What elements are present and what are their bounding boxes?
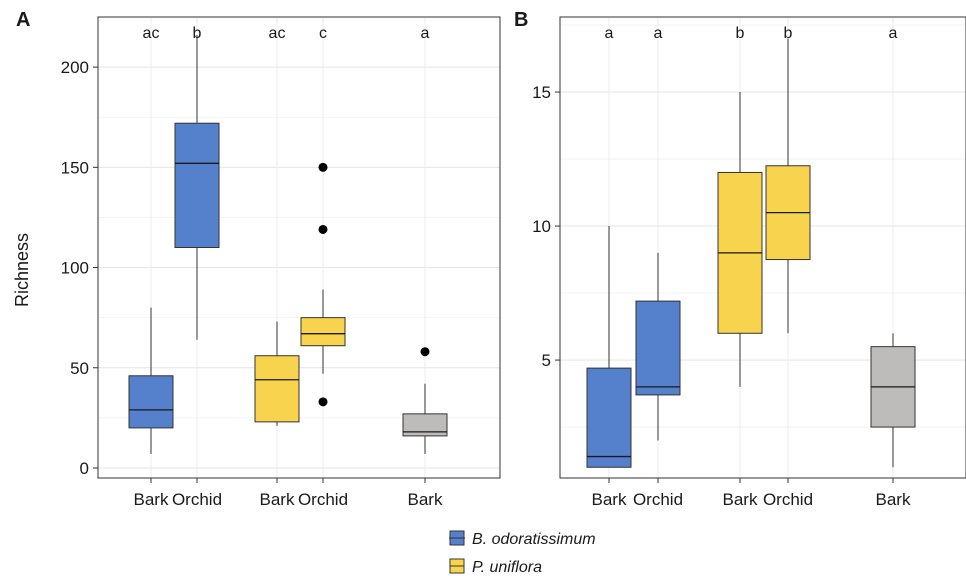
panel-letter-b: B [514,9,528,31]
x-tick-label: Bark [592,490,627,509]
y-tick-label: 10 [532,217,551,236]
y-tick-label: 150 [61,158,89,177]
x-tick-label: Bark [876,490,911,509]
panel-a-frame [97,16,501,479]
x-tick-label: Bark [134,490,169,509]
outlier-point [420,347,430,357]
y-tick-label: 200 [61,58,89,77]
x-tick-label: Bark [260,490,295,509]
panel-b-plot: 5 10 15 Bark Orchid Bark Orchid Bark a a b b a [532,16,966,509]
box [635,300,681,396]
x-tick-label: Orchid [763,490,813,509]
x-tick-label: Bark [723,490,758,509]
panel-b-y-ticks: 5 10 15 [532,83,560,370]
panel-b-boxes [586,38,916,468]
panel-b-frame [559,16,966,479]
y-tick-label: 15 [532,83,551,102]
outlier-point [318,224,328,234]
significance-letter: a [654,25,663,42]
significance-letter: ac [269,25,286,42]
box [300,317,346,347]
box [254,355,300,423]
x-tick-label: Orchid [633,490,683,509]
significance-letter: b [736,25,745,42]
legend: B. odoratissimum P. uniflora [449,530,596,576]
y-tick-label: 5 [542,351,551,370]
panel-a-y-axis-title: Richness [12,233,32,307]
y-tick-label: 0 [80,459,89,478]
box [128,375,174,429]
outlier-point [318,162,328,172]
x-tick-label: Orchid [298,490,348,509]
box [174,122,220,248]
y-tick-label: 50 [70,359,89,378]
panel-a-y-ticks: 0 50 100 150 200 [61,58,98,478]
panel-a-significance-letters: ac b ac c a [143,25,430,42]
significance-letter: b [193,25,202,42]
significance-letter: a [889,25,898,42]
significance-letter: b [784,25,793,42]
x-tick-label: Bark [408,490,443,509]
y-tick-label: 100 [61,259,89,278]
significance-letter: ac [143,25,160,42]
significance-letter: a [605,25,614,42]
panel-b-x-ticks: Bark Orchid Bark Orchid Bark [592,478,911,509]
legend-entry-p-uniflora: P. uniflora [449,558,542,576]
box [402,413,448,437]
significance-letter: a [421,25,430,42]
legend-label-b-odoratissimum: B. odoratissimum [472,531,596,548]
legend-entry-b-odoratissimum: B. odoratissimum [449,530,596,548]
panel-a-boxes [128,35,448,454]
box [586,367,632,468]
outlier-point [318,397,328,407]
x-tick-label: Orchid [172,490,222,509]
legend-label-p-uniflora: P. uniflora [472,559,542,576]
panel-letter-a: A [16,9,30,31]
significance-letter: c [319,25,327,42]
panel-a-x-ticks: Bark Orchid Bark Orchid Bark [134,478,443,509]
